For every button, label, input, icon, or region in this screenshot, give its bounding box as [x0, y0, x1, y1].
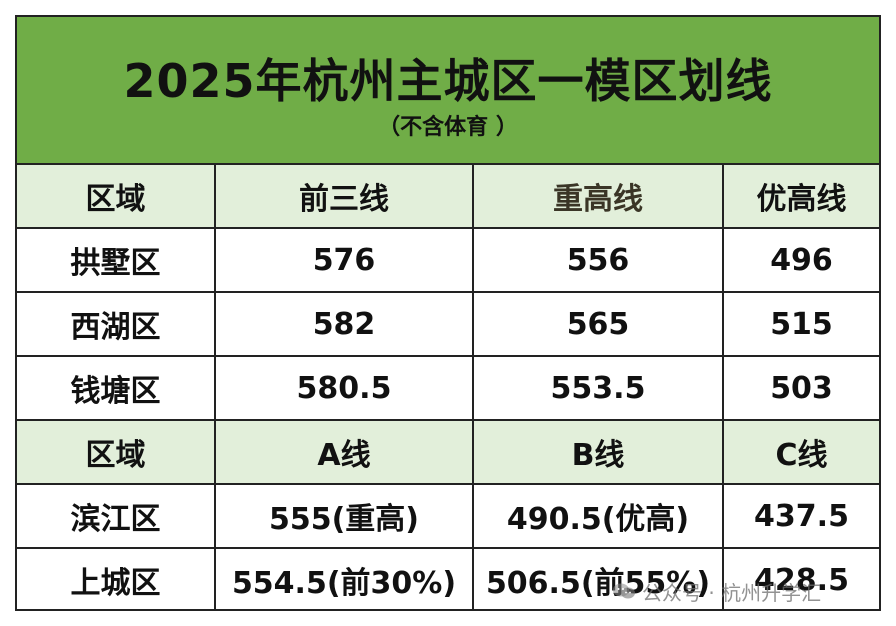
district-cell: 拱墅区: [17, 227, 216, 293]
header-row: 区域 A线 B线 C线: [17, 419, 879, 485]
score-cell: 555(重高): [214, 483, 474, 549]
header-cell-c-line: C线: [722, 419, 879, 485]
page-subtitle: （不含体育 ）: [378, 115, 518, 140]
score-cell: 582: [214, 291, 474, 357]
score-cell: 554.5(前30%): [214, 547, 474, 611]
table-row: 西湖区 582 565 515: [17, 291, 879, 357]
score-cell: 506.5(前55%): [472, 547, 724, 611]
table-row: 钱塘区 580.5 553.5 503: [17, 355, 879, 421]
score-cell: 556: [472, 227, 724, 293]
score-cell: 496: [722, 227, 879, 293]
score-table-sheet: 2025年杭州主城区一模区划线 （不含体育 ） 区域 前三线 重高线 优高线 拱…: [15, 15, 881, 611]
header-cell-top3-line: 前三线: [214, 165, 474, 229]
score-cell: 437.5: [722, 483, 879, 549]
header-cell-key-high-line: 重高线: [472, 165, 724, 229]
score-cell: 576: [214, 227, 474, 293]
score-cell: 580.5: [214, 355, 474, 421]
header-cell-quality-high-line: 优高线: [722, 165, 879, 229]
score-cell: 565: [472, 291, 724, 357]
score-cell: 553.5: [472, 355, 724, 421]
score-table: 区域 前三线 重高线 优高线 拱墅区 576 556 496 西湖区 582 5…: [17, 165, 879, 611]
header-row: 区域 前三线 重高线 优高线: [17, 165, 879, 229]
header-cell-b-line: B线: [472, 419, 724, 485]
header-cell-district: 区域: [17, 165, 216, 229]
score-cell: 428.5: [722, 547, 879, 611]
district-cell: 西湖区: [17, 291, 216, 357]
table-row: 滨江区 555(重高) 490.5(优高) 437.5: [17, 483, 879, 549]
header-cell-district: 区域: [17, 419, 216, 485]
district-cell: 钱塘区: [17, 355, 216, 421]
district-cell: 上城区: [17, 547, 216, 611]
district-cell: 滨江区: [17, 483, 216, 549]
table-row: 上城区 554.5(前30%) 506.5(前55%) 428.5: [17, 547, 879, 611]
score-cell: 503: [722, 355, 879, 421]
score-cell: 515: [722, 291, 879, 357]
table-row: 拱墅区 576 556 496: [17, 227, 879, 293]
header-cell-a-line: A线: [214, 419, 474, 485]
title-banner: 2025年杭州主城区一模区划线 （不含体育 ）: [17, 17, 879, 165]
page-title: 2025年杭州主城区一模区划线: [123, 54, 773, 108]
score-cell: 490.5(优高): [472, 483, 724, 549]
